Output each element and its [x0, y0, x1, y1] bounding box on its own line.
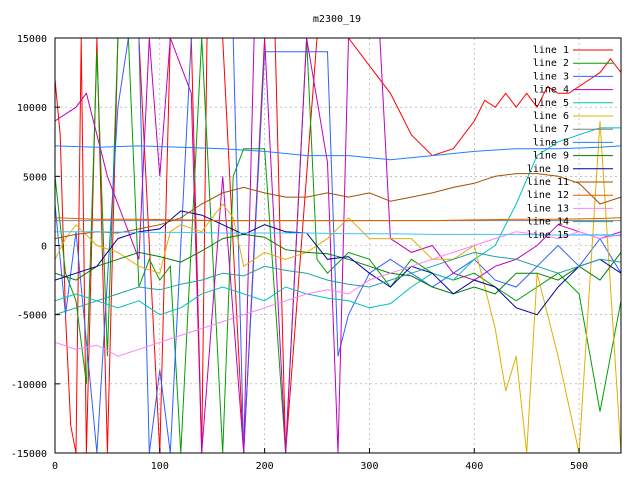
- series-line-6: [55, 120, 621, 453]
- x-tick-label: 0: [52, 461, 58, 472]
- legend-label: line 6: [533, 111, 569, 122]
- series-line-4: [55, 38, 621, 453]
- series-line-14: [55, 251, 621, 316]
- legend-label: line 4: [533, 85, 569, 96]
- y-tick-label: -5000: [17, 311, 47, 322]
- legend-label: line 7: [533, 124, 569, 135]
- y-tick-label: 0: [41, 242, 47, 253]
- y-tick-label: 10000: [17, 103, 47, 114]
- series-line-10: [55, 210, 621, 316]
- legend-label: line 10: [527, 164, 569, 175]
- legend-label: line 9: [533, 151, 569, 162]
- y-tick-label: 5000: [23, 172, 47, 183]
- series-layer: [55, 38, 621, 453]
- series-line-9: [55, 233, 621, 295]
- series-line-8: [55, 145, 621, 161]
- y-axis: 15000 10000 5000 0 -5000 -10000 -15000: [11, 34, 60, 460]
- legend-label: line 12: [527, 190, 569, 201]
- y-tick-label: -10000: [11, 380, 47, 391]
- series-line-12: [55, 217, 621, 222]
- x-axis: 0 100 200 300 400 500: [52, 448, 588, 472]
- legend-label: line 3: [533, 71, 569, 82]
- legend-label: line 11: [527, 177, 569, 188]
- x-tick-label: 200: [256, 461, 274, 472]
- x-tick-label: 500: [570, 461, 588, 472]
- y-tick-label: 15000: [17, 34, 47, 45]
- legend: line 1 line 2 line 3 line 4 line 5 line 6 line…: [527, 45, 613, 241]
- legend-label: line 8: [533, 137, 569, 148]
- legend-label: line 13: [527, 203, 569, 214]
- series-line-5: [55, 127, 621, 316]
- legend-label: line 15: [527, 230, 569, 241]
- x-tick-label: 300: [360, 461, 378, 472]
- legend-label: line 14: [527, 217, 569, 228]
- legend-label: line 5: [533, 98, 569, 109]
- x-tick-label: 400: [465, 461, 483, 472]
- chart-title: m2300_19: [313, 14, 361, 25]
- x-tick-label: 100: [151, 461, 169, 472]
- series-line-13: [55, 231, 621, 357]
- legend-label: line 2: [533, 58, 569, 69]
- series-line-2: [55, 38, 621, 453]
- series-line-15: [55, 231, 621, 237]
- series-line-11: [55, 173, 621, 240]
- y-tick-label: -15000: [11, 449, 47, 460]
- legend-label: line 1: [533, 45, 569, 56]
